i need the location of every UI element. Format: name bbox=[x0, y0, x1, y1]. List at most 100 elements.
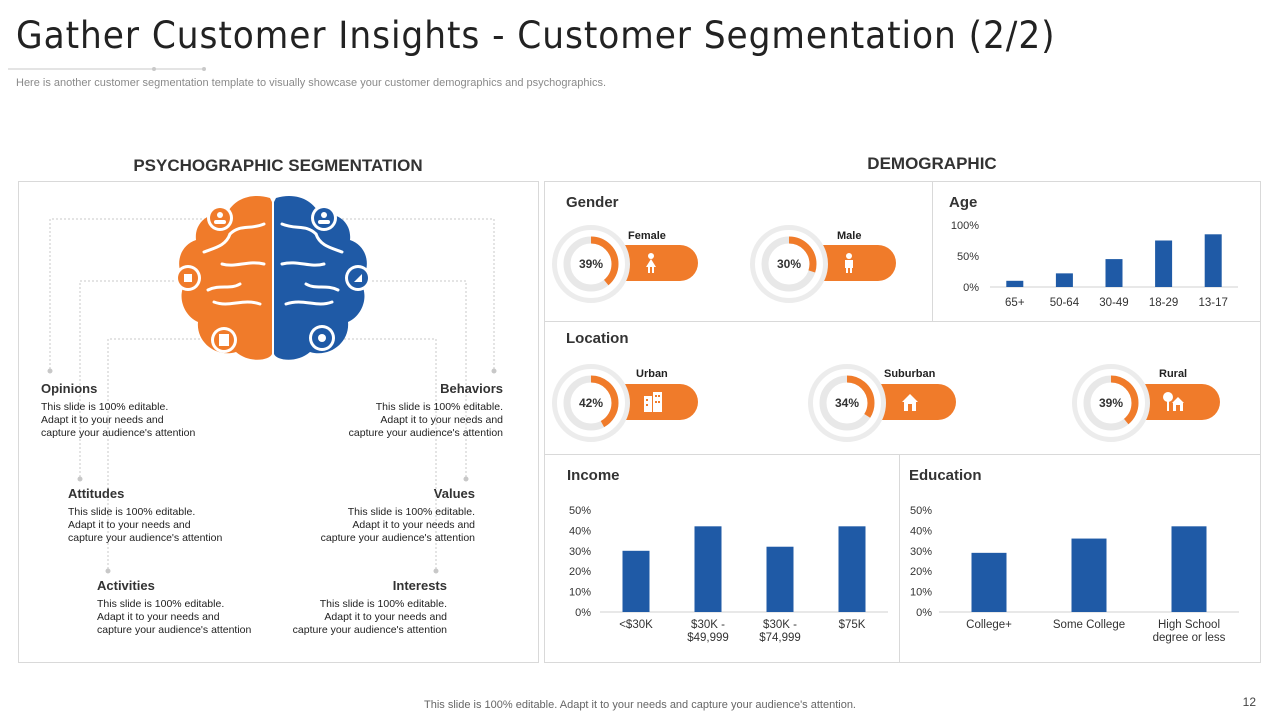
bar bbox=[766, 546, 794, 612]
y-tick-label: 10% bbox=[910, 587, 932, 599]
bar bbox=[1105, 259, 1123, 287]
bar bbox=[971, 552, 1007, 612]
male-label: Male bbox=[837, 230, 862, 242]
male-donut: 30% bbox=[750, 225, 828, 303]
donut-arc bbox=[563, 236, 619, 292]
item-title: Attitudes bbox=[68, 486, 125, 501]
education-title: Education bbox=[909, 467, 982, 484]
x-tick-label: College+ bbox=[966, 619, 1012, 631]
bar bbox=[622, 550, 650, 612]
donut-arc bbox=[1083, 375, 1139, 431]
bar bbox=[694, 526, 722, 612]
item-line: Adapt it to your needs and bbox=[352, 519, 475, 531]
female-label: Female bbox=[628, 230, 666, 242]
bar bbox=[838, 526, 866, 612]
location-title: Location bbox=[566, 330, 629, 347]
brain-illustration bbox=[175, 196, 371, 360]
item-line: This slide is 100% editable. bbox=[319, 598, 447, 610]
item-line: capture your audience's attention bbox=[41, 427, 196, 439]
item-title: Interests bbox=[392, 578, 447, 593]
age-title: Age bbox=[949, 194, 978, 211]
rural-donut: 39% bbox=[1072, 364, 1150, 442]
connector-lines bbox=[47, 218, 497, 574]
urban-label: Urban bbox=[636, 368, 668, 380]
page-title: Gather Customer Insights - Customer Segm… bbox=[16, 14, 1056, 57]
item-line: This slide is 100% editable. bbox=[68, 506, 196, 518]
buildings-icon bbox=[644, 392, 662, 412]
x-tick-label: $74,999 bbox=[759, 632, 801, 644]
item-title: Opinions bbox=[41, 381, 98, 396]
suburban-percent: 34% bbox=[834, 396, 860, 410]
x-tick-label: $30K - bbox=[763, 619, 797, 631]
page-subtitle: Here is another customer segmentation te… bbox=[16, 77, 607, 89]
y-tick-label: 0% bbox=[963, 282, 979, 294]
x-tick-label: 65+ bbox=[1005, 297, 1025, 309]
item-line: This slide is 100% editable. bbox=[375, 401, 503, 413]
item-line: Adapt it to your needs and bbox=[324, 611, 447, 623]
item-line: This slide is 100% editable. bbox=[347, 506, 475, 518]
gender-title: Gender bbox=[566, 194, 619, 211]
x-tick-label: $75K bbox=[839, 619, 866, 631]
education-chart: 0% 10% 20% 30% 40% 50% College+ Some College Hig… bbox=[910, 505, 1239, 644]
item-title: Behaviors bbox=[440, 381, 503, 396]
house-icon bbox=[902, 394, 918, 411]
x-tick-label: High School bbox=[1158, 619, 1220, 631]
bar bbox=[1071, 538, 1107, 612]
item-line: capture your audience's attention bbox=[292, 624, 447, 636]
education-box bbox=[899, 454, 1261, 663]
x-tick-label: <$30K bbox=[619, 619, 653, 631]
y-tick-label: 40% bbox=[569, 525, 591, 537]
donut-arc bbox=[761, 236, 817, 292]
y-tick-label: 40% bbox=[910, 525, 932, 537]
bar bbox=[1204, 234, 1222, 287]
x-tick-label: 13-17 bbox=[1198, 297, 1227, 309]
title-underline bbox=[8, 67, 206, 71]
bar bbox=[1006, 280, 1024, 287]
x-tick-label: Some College bbox=[1053, 619, 1125, 631]
item-line: capture your audience's attention bbox=[348, 427, 503, 439]
female-percent: 39% bbox=[578, 257, 604, 271]
y-tick-label: 10% bbox=[569, 587, 591, 599]
behaviors-item: Behaviors This slide is 100% editable. A… bbox=[303, 381, 503, 440]
item-line: capture your audience's attention bbox=[97, 624, 252, 636]
y-tick-label: 0% bbox=[575, 607, 591, 619]
item-line: Adapt it to your needs and bbox=[68, 519, 191, 531]
y-tick-label: 0% bbox=[916, 607, 932, 619]
item-line: Adapt it to your needs and bbox=[41, 414, 164, 426]
psychographic-heading: PSYCHOGRAPHIC SEGMENTATION bbox=[133, 156, 423, 175]
x-tick-label: 30-49 bbox=[1099, 297, 1128, 309]
female-donut: 39% bbox=[552, 225, 630, 303]
demographic-heading: DEMOGRAPHIC bbox=[867, 154, 997, 173]
bar bbox=[1155, 240, 1173, 287]
y-tick-label: 50% bbox=[957, 251, 979, 263]
x-tick-label: $49,999 bbox=[687, 632, 729, 644]
donut-arc bbox=[819, 375, 875, 431]
rural-percent: 39% bbox=[1098, 396, 1124, 410]
urban-donut: 42% bbox=[552, 364, 630, 442]
age-chart: 0% 50% 100% 65+ 50-64 30-49 18-29 13-17 bbox=[951, 220, 1238, 309]
y-tick-label: 50% bbox=[569, 505, 591, 517]
female-icon bbox=[646, 253, 656, 273]
male-percent: 30% bbox=[776, 257, 802, 271]
y-tick-label: 20% bbox=[910, 566, 932, 578]
item-line: This slide is 100% editable. bbox=[41, 401, 169, 413]
item-title: Activities bbox=[97, 578, 155, 593]
income-title: Income bbox=[567, 467, 620, 484]
item-title: Values bbox=[433, 486, 475, 501]
y-tick-label: 100% bbox=[951, 220, 979, 232]
item-line: Adapt it to your needs and bbox=[380, 414, 503, 426]
x-tick-label: $30K - bbox=[691, 619, 725, 631]
item-line: capture your audience's attention bbox=[68, 532, 223, 544]
rural-label: Rural bbox=[1159, 368, 1188, 380]
y-tick-label: 20% bbox=[569, 566, 591, 578]
x-tick-label: 50-64 bbox=[1050, 297, 1080, 309]
y-tick-label: 30% bbox=[569, 546, 591, 558]
x-tick-label: degree or less bbox=[1153, 632, 1226, 644]
opinions-item: Opinions This slide is 100% editable. Ad… bbox=[41, 381, 241, 440]
y-tick-label: 50% bbox=[910, 505, 932, 517]
tree-house-icon bbox=[1163, 392, 1184, 411]
urban-percent: 42% bbox=[578, 396, 604, 410]
bar bbox=[1171, 526, 1207, 612]
donut-arc bbox=[563, 375, 619, 431]
values-item: Values This slide is 100% editable. Adap… bbox=[275, 486, 475, 545]
